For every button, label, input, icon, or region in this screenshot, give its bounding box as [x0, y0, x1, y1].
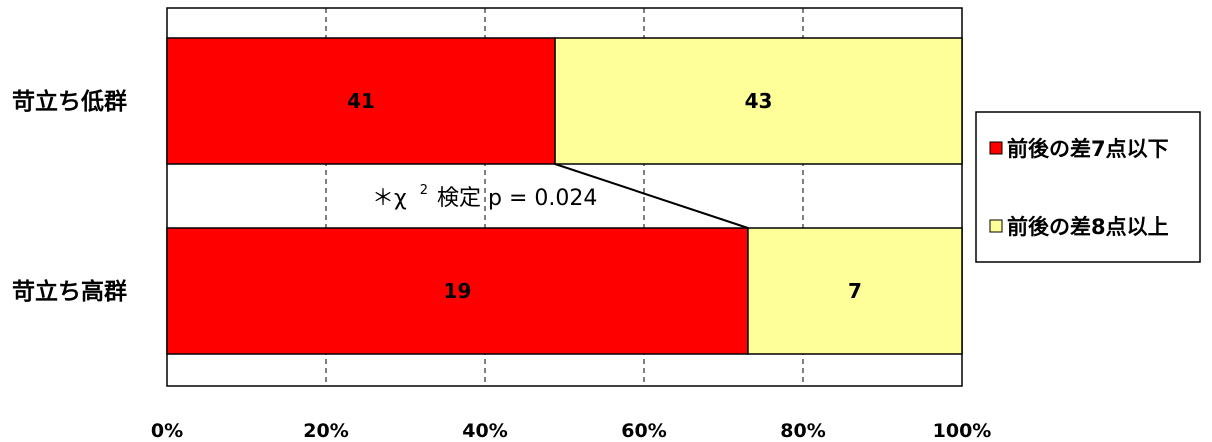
bar-1-series-2: [554, 37, 963, 165]
x-tick-label: 0%: [151, 420, 183, 442]
value-label: 7: [848, 279, 862, 303]
annotation-prefix: ＊χ: [372, 186, 407, 211]
bar-2-series-1: [166, 227, 749, 355]
legend-swatch-series-2: [989, 219, 1003, 233]
connector-line: [554, 163, 749, 229]
bar-1-series-1: [166, 37, 556, 165]
x-tick-label: 100%: [933, 420, 992, 442]
x-tick-label: 60%: [621, 420, 666, 442]
legend: 前後の差7点以下 前後の差8点以上: [975, 111, 1201, 263]
category-label: 苛立ち低群: [12, 88, 127, 115]
x-tick-label: 20%: [303, 420, 348, 442]
category-label: 苛立ち高群: [12, 278, 127, 305]
value-label: 41: [347, 89, 375, 113]
bar-2-series-2: [747, 227, 963, 355]
x-tick-label: 80%: [780, 420, 825, 442]
bars: [166, 37, 963, 355]
annotation-superscript: 2: [420, 183, 428, 198]
x-tick-labels: 0% 20% 40% 60% 80% 100%: [151, 420, 991, 442]
legend-swatch-series-1: [989, 141, 1003, 155]
value-label: 19: [444, 279, 472, 303]
annotation-text: 検定 p = 0.024: [437, 186, 597, 211]
legend-label-series-2: 前後の差8点以上: [1007, 215, 1169, 239]
value-labels: 41 43 19 7: [347, 89, 862, 303]
x-tick-label: 40%: [462, 420, 507, 442]
legend-box: [975, 111, 1201, 263]
value-label: 43: [745, 89, 773, 113]
chi-square-annotation: ＊χ 2 検定 p = 0.024: [372, 175, 597, 211]
legend-label-series-1: 前後の差7点以下: [1007, 137, 1169, 161]
